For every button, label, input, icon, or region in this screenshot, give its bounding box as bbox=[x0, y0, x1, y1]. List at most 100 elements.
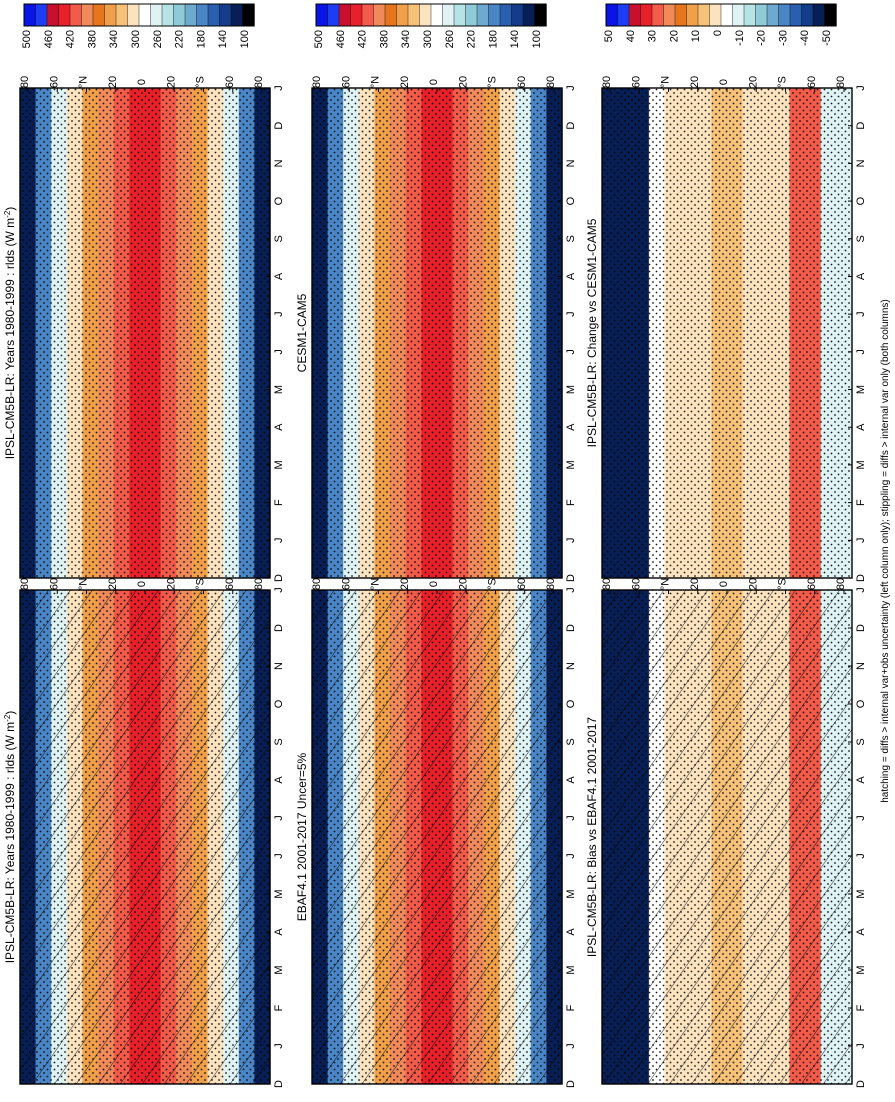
month-tick-label: J bbox=[565, 1043, 577, 1049]
colorbar-swatch bbox=[350, 3, 363, 27]
lat-tick-label: 80 bbox=[253, 578, 265, 590]
month-tick-label: J bbox=[855, 1043, 867, 1049]
colorbar-swatch bbox=[81, 3, 94, 27]
colorbar-label: 40 bbox=[625, 30, 637, 42]
lat-tick-label: 60 bbox=[630, 578, 642, 590]
month-tick-label: N bbox=[273, 159, 285, 167]
month-tick-label: S bbox=[565, 235, 577, 242]
lat-tick-label: 0 bbox=[136, 79, 148, 85]
month-tick-label: J bbox=[565, 815, 577, 821]
colorbar-label: 420 bbox=[357, 30, 369, 48]
month-tick-label: M bbox=[855, 460, 867, 469]
colorbar-swatch bbox=[755, 3, 768, 27]
month-tick-label: O bbox=[855, 699, 867, 708]
panel-title: IPSL-CM5B-LR: Years 1980-1999 : rlds (W … bbox=[3, 207, 18, 460]
colorbar-label: 50 bbox=[603, 30, 615, 42]
lat-tick-label: 60 bbox=[516, 578, 528, 590]
month-tick-label: J bbox=[565, 587, 577, 593]
month-tick-label: A bbox=[565, 776, 577, 784]
colorbar-swatch bbox=[196, 3, 209, 27]
colorbar-swatch bbox=[127, 3, 140, 27]
month-tick-label: F bbox=[565, 499, 577, 506]
colorbar-label: 300 bbox=[422, 30, 434, 48]
month-tick-label: N bbox=[565, 159, 577, 167]
month-tick-label: M bbox=[273, 965, 285, 974]
colorbar-swatch bbox=[511, 3, 524, 27]
month-tick-label: A bbox=[273, 272, 285, 280]
month-tick-label: D bbox=[273, 574, 285, 582]
lat-tick-label: 20 bbox=[107, 76, 119, 88]
lat-tick-label: 20 bbox=[165, 76, 177, 88]
month-tick-label: J bbox=[273, 538, 285, 544]
lat-tick-label: °S bbox=[777, 76, 789, 88]
colorbar-swatch bbox=[651, 3, 665, 27]
lat-tick-label: 80 bbox=[601, 76, 613, 88]
month-tick-label: M bbox=[855, 385, 867, 394]
colorbar-swatch bbox=[184, 3, 198, 27]
colorbar: 500 460 420 380 340 300 260 220 180 140 100 bbox=[313, 3, 547, 48]
month-tick-label: N bbox=[855, 159, 867, 167]
month-tick-label: D bbox=[855, 624, 867, 632]
month-tick-label: M bbox=[565, 965, 577, 974]
panel: 80 60 °N 20 0 20 °S 60 80 D J F M A M J J A S O N D J IPSL-CM5B… bbox=[3, 578, 286, 1088]
lat-tick-label: °N bbox=[370, 76, 382, 88]
month-tick-label: J bbox=[855, 85, 867, 91]
month-tick-label: M bbox=[273, 460, 285, 469]
month-tick-label: A bbox=[855, 776, 867, 784]
lat-tick-label: 0 bbox=[136, 581, 148, 587]
colorbar-label: 460 bbox=[43, 30, 55, 48]
month-tick-label: A bbox=[565, 423, 577, 431]
month-tick-label: M bbox=[855, 889, 867, 898]
panel: 80 60 °N 20 0 20 °S 60 80 D J F M A M J J A S O N D J EBAF4.1 2… bbox=[295, 578, 577, 1088]
colorbar-label: 0 bbox=[712, 30, 724, 36]
lat-tick-label: 20 bbox=[457, 76, 469, 88]
month-tick-label: J bbox=[273, 311, 285, 317]
lat-tick-label: 60 bbox=[630, 76, 642, 88]
colorbar-label: -30 bbox=[777, 30, 789, 46]
lat-tick-label: 0 bbox=[428, 581, 440, 587]
colorbar-swatch bbox=[115, 3, 129, 27]
colorbar-swatch bbox=[697, 3, 711, 27]
colorbar-swatch bbox=[476, 3, 490, 27]
lat-tick-label: 20 bbox=[747, 578, 759, 590]
colorbar-swatch bbox=[384, 3, 398, 27]
hatch-overlay bbox=[602, 590, 852, 1084]
month-tick-label: D bbox=[855, 122, 867, 130]
colorbar-frame bbox=[605, 3, 837, 27]
lat-tick-label: 80 bbox=[601, 578, 613, 590]
month-tick-label: A bbox=[855, 928, 867, 936]
colorbar-swatch bbox=[138, 3, 152, 27]
month-tick-label: O bbox=[565, 699, 577, 708]
month-tick-label: S bbox=[855, 235, 867, 242]
colorbar-label: 380 bbox=[86, 30, 98, 48]
lat-tick-label: 80 bbox=[545, 76, 557, 88]
colorbar-swatch bbox=[534, 3, 547, 27]
colorbar-swatch bbox=[801, 3, 814, 27]
colorbar-swatch bbox=[315, 3, 329, 27]
lat-tick-label: °S bbox=[487, 76, 499, 88]
month-tick-label: D bbox=[273, 624, 285, 632]
colorbar-swatch bbox=[407, 3, 421, 27]
lat-tick-label: 80 bbox=[835, 76, 847, 88]
colorbar-swatch bbox=[499, 3, 513, 27]
month-tick-label: M bbox=[565, 460, 577, 469]
colorbar-label: -50 bbox=[821, 30, 833, 46]
panel: 80 60 °N 20 0 20 °S 60 80 D J F M A M J J A S O N D J CESM1-CAM… bbox=[295, 76, 577, 582]
colorbar-swatch bbox=[58, 3, 71, 27]
colorbar-swatch bbox=[361, 3, 375, 27]
lat-tick-label: °S bbox=[195, 76, 207, 88]
month-tick-label: J bbox=[855, 538, 867, 544]
colorbar-swatch bbox=[663, 3, 676, 27]
lat-tick-label: 20 bbox=[689, 578, 701, 590]
month-tick-label: O bbox=[273, 196, 285, 205]
lat-tick-label: °S bbox=[777, 578, 789, 590]
month-tick-label: A bbox=[855, 423, 867, 431]
panel: 80 60 °N 20 0 20 °S 60 80 D J F M A M J J A S O N D J IPSL-CM5B… bbox=[585, 76, 867, 582]
colorbar-label: 500 bbox=[313, 30, 325, 48]
colorbar-label: 180 bbox=[195, 30, 207, 48]
colorbar-label: 420 bbox=[65, 30, 77, 48]
lat-tick-label: 60 bbox=[48, 76, 60, 88]
colorbar-swatch bbox=[35, 3, 48, 27]
